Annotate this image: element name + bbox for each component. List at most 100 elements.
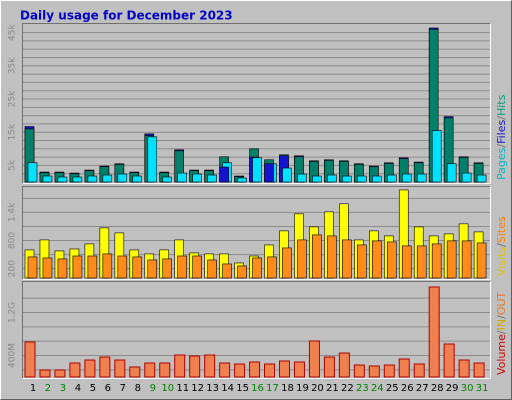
legend-separator: / (495, 116, 508, 120)
bar (252, 257, 262, 279)
x-tick-label: 23 (356, 383, 369, 394)
bar (357, 175, 367, 183)
x-tick-label: 11 (176, 383, 189, 394)
legend: Pages/Files/Hits (495, 94, 508, 180)
bar (72, 255, 83, 279)
x-tick-label: 8 (135, 383, 141, 394)
bar (297, 239, 307, 279)
bar (234, 363, 246, 378)
bar (398, 358, 410, 378)
panel-edge-dark (22, 186, 491, 280)
bar (132, 175, 143, 183)
y-tick-label: 1.2G (8, 302, 18, 323)
legend-entry: Volume (495, 334, 508, 375)
bar (222, 263, 232, 279)
x-tick-label: 5 (90, 383, 96, 394)
bar (312, 234, 322, 279)
legend-entry: OUT (495, 291, 508, 315)
bar (308, 340, 320, 378)
legend: Visits/Sites (495, 216, 508, 276)
bar (129, 366, 141, 378)
bar (386, 174, 397, 183)
y-tick-label: 35k (8, 57, 18, 74)
x-tick-label: 12 (191, 383, 204, 394)
x-tick-label: 13 (206, 383, 219, 394)
bar (401, 245, 412, 279)
legend-entry: Sites (495, 216, 508, 243)
bar (72, 176, 83, 183)
bar (237, 265, 247, 279)
panel-edge-dark (22, 23, 491, 184)
x-tick-label: 17 (266, 383, 279, 394)
x-tick-label: 14 (221, 383, 234, 394)
bar (342, 239, 352, 279)
x-tick-label: 3 (60, 383, 66, 394)
bar (264, 163, 274, 183)
bar (401, 173, 412, 183)
bar (357, 244, 367, 279)
bar (267, 256, 277, 279)
bar (54, 369, 66, 378)
bar (312, 175, 322, 183)
x-tick-label: 25 (386, 383, 399, 394)
x-tick-label: 7 (120, 383, 126, 394)
x-tick-label: 4 (75, 383, 81, 394)
bar (252, 157, 262, 183)
x-tick-label: 29 (446, 383, 459, 394)
bar (461, 240, 472, 279)
bar (102, 174, 113, 183)
panel-edge-light (22, 186, 491, 280)
bar (297, 173, 307, 183)
bar (458, 359, 470, 378)
bar (293, 361, 305, 378)
legend-entry: Pages (495, 147, 508, 180)
bar (282, 247, 292, 279)
panel-edge-light (22, 281, 491, 379)
panel-edge-dark (22, 281, 491, 379)
bar (117, 255, 128, 279)
bar (27, 256, 38, 279)
y-tick-label: 25k (8, 90, 18, 107)
bar (174, 354, 186, 378)
bar (144, 362, 156, 378)
y-tick-label: 45k (8, 24, 18, 41)
bar (264, 363, 276, 378)
bar (327, 235, 337, 279)
bar (219, 362, 231, 378)
bar (372, 175, 382, 183)
bar (372, 240, 382, 279)
bar (278, 360, 290, 378)
bar (338, 352, 350, 378)
legend-entry: Visits (495, 247, 508, 276)
legend-separator: / (495, 330, 508, 334)
bar (24, 341, 36, 378)
bar (207, 259, 217, 279)
bar (443, 343, 455, 378)
x-tick-label: 1 (30, 383, 36, 394)
legend-separator: / (495, 243, 508, 247)
bar (237, 177, 247, 183)
legend-entry: Files (495, 119, 508, 143)
bar (57, 258, 68, 279)
x-tick-label: 9 (150, 383, 156, 394)
x-tick-label: 16 (251, 383, 264, 394)
x-tick-label: 15 (236, 383, 249, 394)
bar (342, 175, 352, 183)
bar (473, 362, 485, 378)
bar (219, 166, 229, 183)
bar (413, 363, 425, 378)
bar (476, 174, 487, 183)
bar (84, 359, 96, 378)
bar (57, 176, 68, 183)
bar (446, 163, 457, 183)
x-tick-label: 18 (281, 383, 294, 394)
x-tick-label: 28 (431, 383, 444, 394)
bar (42, 175, 53, 183)
bar (27, 162, 38, 183)
x-tick-label: 20 (311, 383, 324, 394)
bar (416, 173, 427, 183)
bar (99, 356, 111, 378)
bar (114, 359, 126, 378)
